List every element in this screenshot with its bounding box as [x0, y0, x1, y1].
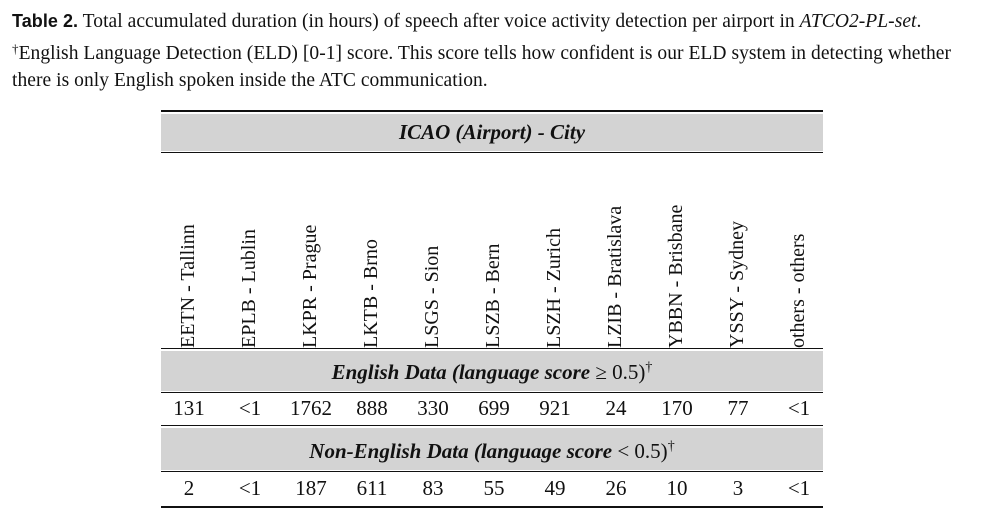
caption-dagger: †: [12, 41, 19, 56]
english-row-rule: [161, 425, 823, 426]
table-cell: 131: [173, 396, 205, 420]
caption-text-part-2: .: [916, 11, 922, 32]
non-english-band-title-text: Non-English Data (language score: [309, 439, 618, 463]
english-band-background: [161, 351, 823, 391]
column-header-rule: [161, 348, 823, 349]
table-bottom-rule: [161, 506, 823, 508]
caption-dataset-name: ATCO2-PL-set: [799, 11, 917, 32]
header-band-rule: [161, 152, 823, 153]
column-header-label: LSZH - Zurich: [543, 228, 565, 348]
airport-duration-table: ICAO (Airport) - City EETN - Tallinn EPLB…: [161, 110, 823, 510]
table-cell: 921: [539, 396, 571, 420]
table-cell: 611: [356, 476, 388, 500]
non-english-band-dagger: †: [667, 439, 675, 454]
column-header-label: YSSY - Sydney: [726, 220, 748, 348]
column-header-label: YBBN - Brisbane: [665, 204, 687, 348]
column-header-label: LKTB - Brno: [360, 239, 382, 348]
table-cell: 24: [605, 396, 627, 420]
table-cell: <1: [787, 476, 811, 500]
header-band-background: [161, 114, 823, 151]
table-cell: 49: [544, 476, 566, 500]
caption-text-part-1: Total accumulated duration (in hours) of…: [78, 11, 800, 32]
table-cell: 170: [661, 396, 693, 420]
caption-text-part-3: English Language Detection (ELD) [0-1] s…: [12, 43, 952, 91]
table-cell: 83: [422, 476, 444, 500]
table-cell: 699: [478, 396, 510, 420]
column-header-label: EETN - Tallinn: [177, 224, 199, 348]
table-cell: 10: [666, 476, 688, 500]
column-header-label: EPLB - Lublin: [238, 229, 260, 348]
table-top-rule: [161, 110, 823, 112]
column-header-label: LSZB - Bern: [482, 243, 504, 348]
table-cell: 2: [183, 476, 195, 500]
non-english-band-operator: < 0.5): [617, 439, 668, 463]
english-band-operator: ≥ 0.5): [595, 360, 646, 384]
english-band-rule: [161, 392, 823, 393]
table-cell: 3: [732, 476, 744, 500]
caption-label: Table 2.: [12, 11, 79, 31]
table-cell: 55: [483, 476, 505, 500]
table-cell: <1: [238, 476, 262, 500]
column-header-label: LKPR - Prague: [299, 224, 321, 348]
table-cell: 187: [295, 476, 327, 500]
column-header-label: others - others: [787, 233, 809, 348]
non-english-band-rule: [161, 471, 823, 472]
table-cell: 330: [417, 396, 449, 420]
table-cell: 1762: [290, 396, 332, 420]
table-cell: 26: [605, 476, 627, 500]
column-header-label: LZIB - Bratislava: [604, 205, 626, 348]
table-cell: 888: [356, 396, 388, 420]
table-caption: Table 2. Total accumulated duration (in …: [12, 8, 982, 94]
non-english-band-background: [161, 428, 823, 470]
table-cell: <1: [238, 396, 262, 420]
english-band-title-text: English Data (language score: [331, 360, 596, 384]
english-band-dagger: †: [645, 360, 653, 375]
english-band-title: English Data (language score ≥ 0.5)†: [161, 353, 823, 387]
column-header-label: LSGS - Sion: [421, 245, 443, 348]
header-band-title: ICAO (Airport) - City: [398, 120, 586, 144]
non-english-band-title: Non-English Data (language score < 0.5)†: [161, 432, 823, 466]
table-cell: <1: [787, 396, 811, 420]
table-cell: 77: [727, 396, 749, 420]
